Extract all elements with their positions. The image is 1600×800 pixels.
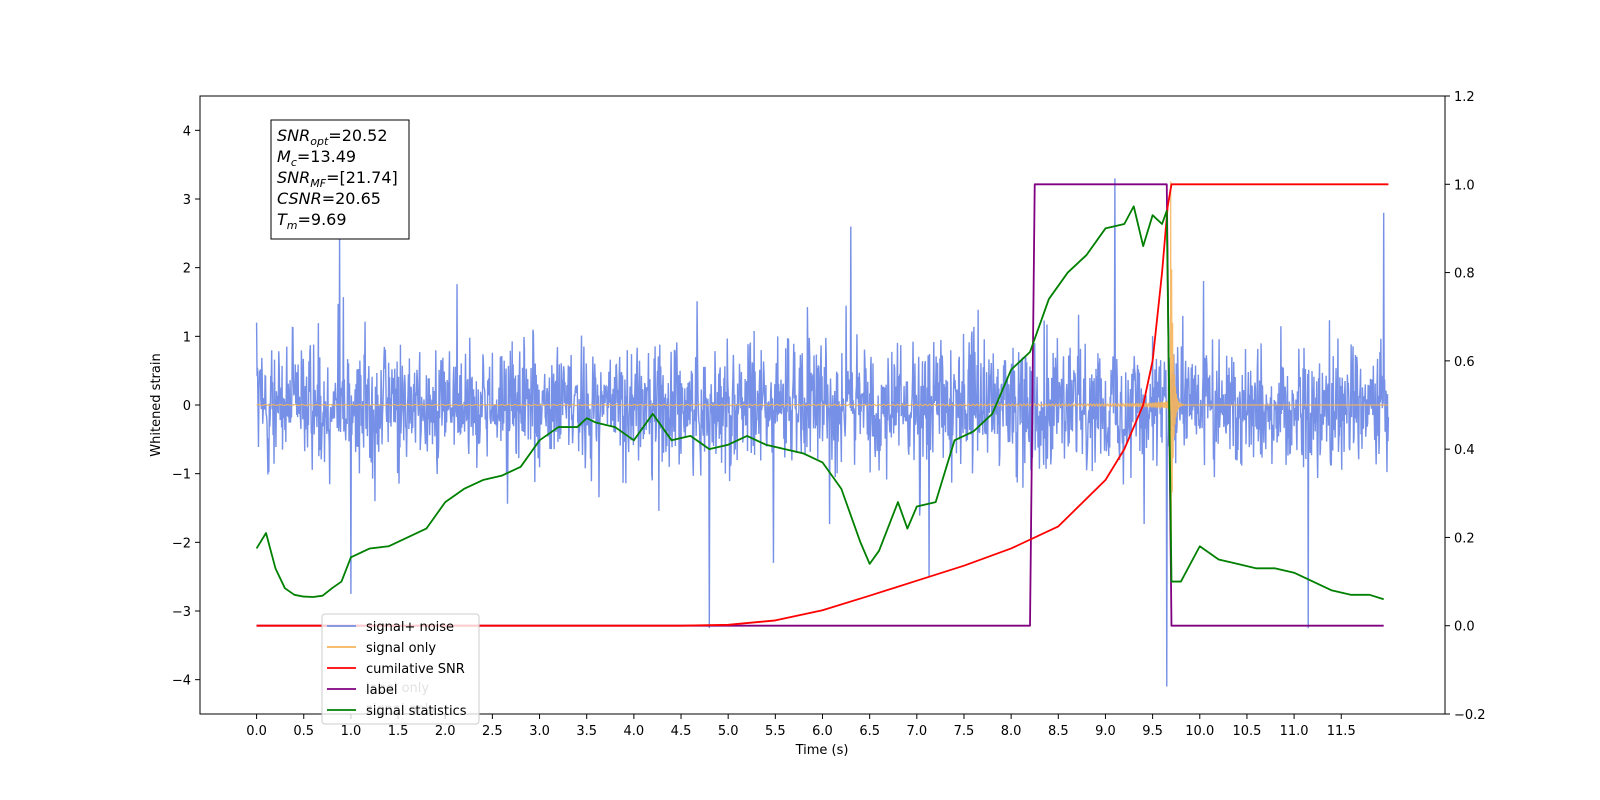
y2-tick-label: −0.2 [1454, 708, 1486, 723]
x-tick-label: 2.0 [435, 724, 456, 739]
y-tick-label: −1 [172, 468, 191, 483]
series-signal-plus-noise [255, 178, 1390, 687]
x-tick-label: 7.0 [906, 724, 927, 739]
x-tick-label: 8.5 [1048, 724, 1069, 739]
x-tick-label: 5.5 [765, 724, 786, 739]
y-tick-label: −2 [172, 536, 191, 551]
y-axis-label: Whitened strain [149, 353, 164, 456]
y-tick-label: 3 [183, 193, 191, 208]
y2-tick-label: 0.0 [1454, 620, 1475, 635]
y-tick-label: 2 [183, 262, 191, 277]
x-tick-label: 9.0 [1095, 724, 1116, 739]
y2-tick-label: 1.2 [1454, 90, 1475, 105]
x-tick-label: 7.5 [954, 724, 975, 739]
annotation-line: Tm=9.69 [277, 210, 347, 232]
legend-label: label [366, 683, 397, 698]
x-tick-label: 5.0 [718, 724, 739, 739]
legend-label: cumilative SNR [366, 662, 465, 677]
x-tick-label: 1.5 [388, 724, 409, 739]
x-tick-label: 8.0 [1001, 724, 1022, 739]
x-tick-label: 3.5 [576, 724, 597, 739]
annotation-frame [270, 119, 410, 240]
legend-frame [321, 613, 480, 725]
y-tick-label: 1 [183, 330, 191, 345]
series-signal-statistics [255, 205, 1384, 601]
annotation-box: SNRopt=20.52Mc=13.49SNRMF=[21.74]CSNR=20… [270, 119, 410, 240]
axes-layer: 0.0 0.5 1.0 1.5 2.0 2.5 3.0 3.5 4.0 4.5 5.0 5.5 6.0 6… [172, 90, 1486, 739]
y2-tick-label: 0.4 [1454, 443, 1475, 458]
y2-tick-label: 0.2 [1454, 531, 1475, 546]
series-signal-only [256, 181, 1389, 550]
y2-tick-label: 1.0 [1454, 178, 1475, 193]
series-label [256, 183, 1384, 627]
y2-tick-label: 0.6 [1454, 355, 1475, 370]
annotation-line: Mc=13.49 [277, 147, 356, 169]
legend-label: signal only [366, 641, 436, 656]
x-tick-label: 10.5 [1232, 724, 1261, 739]
y-tick-label: −4 [172, 674, 191, 689]
legend-label: signal+ noise [366, 620, 454, 635]
x-tick-label: 11.5 [1327, 724, 1356, 739]
x-tick-label: 0.0 [246, 724, 267, 739]
y2-tick-label: 0.8 [1454, 267, 1475, 282]
annotation-line: CSNR=20.65 [277, 189, 381, 208]
legend-ghost-label: label only [366, 681, 429, 696]
x-tick-label: 1.0 [341, 724, 362, 739]
x-tick-label: 6.5 [859, 724, 880, 739]
y-tick-label: 4 [183, 124, 191, 139]
y-tick-label: 0 [183, 399, 191, 414]
x-tick-label: 6.0 [812, 724, 833, 739]
x-axis-label: Time (s) [795, 743, 849, 758]
x-tick-label: 4.0 [624, 724, 645, 739]
x-tick-label: 3.0 [529, 724, 550, 739]
annotation-line: SNRopt=20.52 [277, 126, 388, 148]
legend-label: signal statistics [366, 704, 467, 719]
x-tick-label: 4.5 [671, 724, 692, 739]
x-tick-label: 11.0 [1280, 724, 1309, 739]
legend-ghost-label: signal only [366, 702, 436, 717]
series-cumulative-snr [256, 183, 1389, 627]
x-tick-label: 2.5 [482, 724, 503, 739]
legend: label only signal only signal+ noise signal… [321, 613, 480, 725]
annotation-line: SNRMF=[21.74] [277, 168, 398, 190]
series-layer [255, 178, 1390, 687]
x-tick-label: 9.5 [1142, 724, 1163, 739]
x-tick-label: 0.5 [293, 724, 314, 739]
y-tick-label: −3 [172, 605, 191, 620]
x-tick-label: 10.0 [1185, 724, 1214, 739]
